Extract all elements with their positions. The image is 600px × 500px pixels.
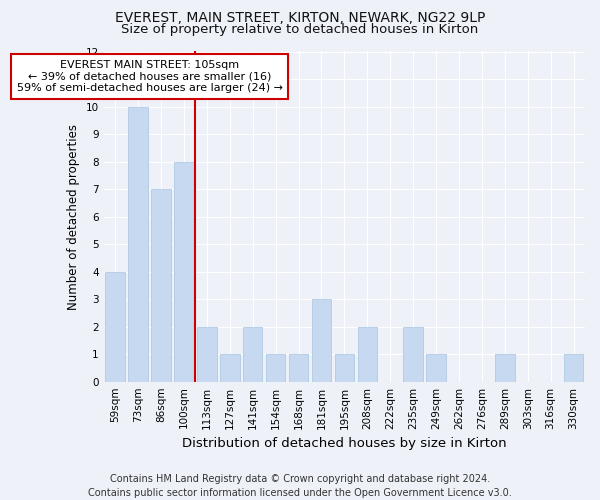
Bar: [243, 326, 262, 382]
Text: EVEREST MAIN STREET: 105sqm
← 39% of detached houses are smaller (16)
59% of sem: EVEREST MAIN STREET: 105sqm ← 39% of det…: [17, 60, 283, 93]
Bar: [564, 354, 583, 382]
Text: Size of property relative to detached houses in Kirton: Size of property relative to detached ho…: [121, 22, 479, 36]
Bar: [311, 299, 331, 382]
Bar: [174, 162, 194, 382]
Bar: [403, 326, 423, 382]
Bar: [128, 106, 148, 382]
Bar: [358, 326, 377, 382]
Bar: [266, 354, 286, 382]
Bar: [197, 326, 217, 382]
Bar: [106, 272, 125, 382]
Text: EVEREST, MAIN STREET, KIRTON, NEWARK, NG22 9LP: EVEREST, MAIN STREET, KIRTON, NEWARK, NG…: [115, 11, 485, 25]
Bar: [151, 189, 171, 382]
Bar: [495, 354, 515, 382]
Y-axis label: Number of detached properties: Number of detached properties: [67, 124, 80, 310]
X-axis label: Distribution of detached houses by size in Kirton: Distribution of detached houses by size …: [182, 437, 506, 450]
Text: Contains HM Land Registry data © Crown copyright and database right 2024.
Contai: Contains HM Land Registry data © Crown c…: [88, 474, 512, 498]
Bar: [335, 354, 354, 382]
Bar: [426, 354, 446, 382]
Bar: [289, 354, 308, 382]
Bar: [220, 354, 239, 382]
